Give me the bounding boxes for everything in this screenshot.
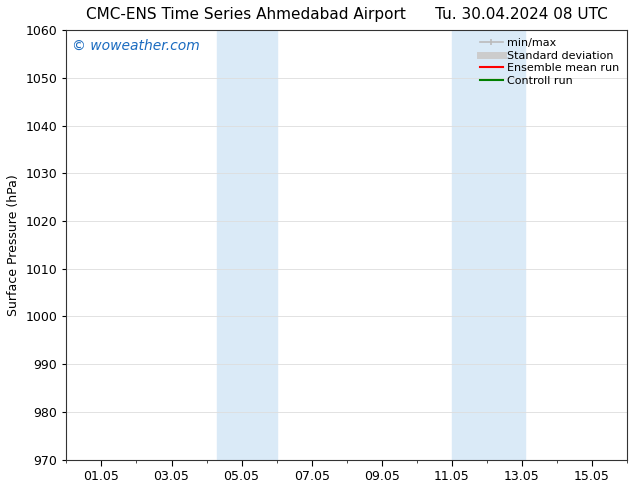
Text: © woweather.com: © woweather.com	[72, 39, 200, 52]
Bar	[452, 30, 526, 460]
Title: CMC-ENS Time Series Ahmedabad Airport      Tu. 30.04.2024 08 UTC: CMC-ENS Time Series Ahmedabad Airport Tu…	[86, 7, 607, 22]
Bar	[217, 30, 276, 460]
Y-axis label: Surface Pressure (hPa): Surface Pressure (hPa)	[7, 174, 20, 316]
Legend: min/max, Standard deviation, Ensemble mean run, Controll run: min/max, Standard deviation, Ensemble me…	[478, 36, 621, 88]
